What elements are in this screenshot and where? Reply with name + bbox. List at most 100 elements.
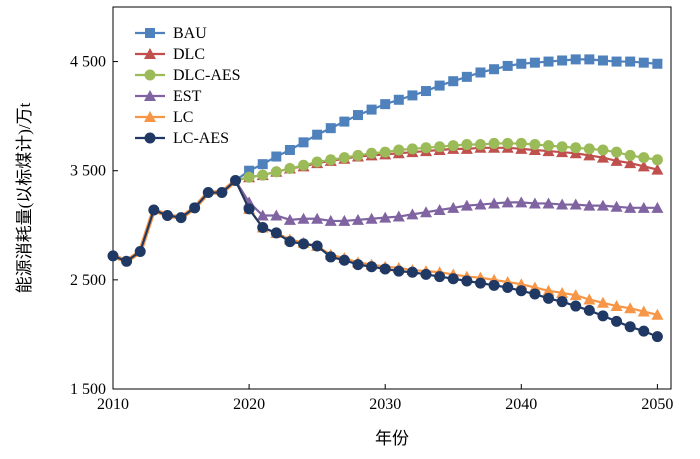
series-lc-aes-point [447, 273, 459, 285]
series-bau-point [516, 58, 527, 69]
legend-marker [145, 28, 155, 38]
x-tick-label: 2020 [233, 396, 265, 413]
series-dlc-aes-point [461, 139, 473, 151]
series-dlc-aes-point [420, 142, 432, 154]
series-lc-aes-point [529, 288, 541, 300]
series-dlc-aes-point [515, 137, 527, 149]
legend-marker [144, 69, 156, 81]
series-bau-point [584, 54, 595, 65]
series-bau-point [312, 129, 323, 140]
series-lc-aes-point [611, 315, 623, 327]
x-axis-title: 年份 [375, 429, 409, 448]
x-tick-label: 2010 [97, 396, 129, 413]
series-bau-point [257, 159, 268, 170]
series-dlc-aes-point [570, 142, 582, 154]
series-bau-point [339, 116, 350, 127]
series-dlc-point [637, 160, 650, 172]
series-lc-aes-point [257, 221, 269, 233]
series-lc-aes-point [243, 203, 255, 215]
series-est-point [460, 199, 473, 211]
series-bau-point [393, 94, 404, 105]
series-est-point [392, 210, 405, 222]
series-dlc-aes-point [529, 139, 541, 151]
series-est-point [324, 214, 337, 226]
series-est-point [420, 206, 433, 218]
series-bau-point [475, 67, 486, 78]
y-tick-label: 2 500 [70, 272, 106, 289]
historical-point [175, 212, 187, 224]
series-dlc-point [596, 151, 609, 163]
series-lc-point [569, 289, 582, 301]
series-bau-point [543, 56, 554, 67]
legend-marker [144, 90, 156, 101]
series-lc-aes-point [543, 292, 555, 304]
series-est-point [624, 201, 637, 213]
series-bau-point [366, 104, 377, 115]
historical-point [107, 250, 119, 262]
series-est-point [311, 212, 324, 224]
y-tick-label: 1 500 [70, 381, 106, 398]
series-lc-aes-point [461, 275, 473, 287]
series-lc-point [624, 302, 637, 314]
series-lc-point [596, 296, 609, 308]
series-lc-aes-point [488, 279, 500, 291]
series-bau-point [325, 123, 336, 134]
series-dlc-point [610, 154, 623, 166]
series-est-point [651, 201, 664, 213]
series-dlc-aes-point [638, 152, 650, 164]
series-dlc-aes-point [284, 163, 296, 175]
series-lc-aes-point [570, 300, 582, 312]
series-lc-aes-point [624, 321, 636, 333]
series-est-point [610, 200, 623, 212]
series-lc-aes-point [311, 240, 323, 252]
series-lc-point [542, 284, 555, 296]
series-lc-aes-point [366, 261, 378, 273]
series-lc-aes-point [325, 251, 337, 263]
series-est-point [515, 196, 528, 208]
series-bau-point [652, 58, 663, 69]
series-est-point [569, 198, 582, 210]
series-lc-aes-point [434, 271, 446, 283]
legend-label: BAU [173, 25, 207, 42]
series-lc-aes-point [556, 296, 568, 308]
series-bau-point [529, 57, 540, 68]
series-dlc-aes-point [583, 143, 595, 155]
series-lc-point [583, 293, 596, 305]
historical-point [121, 255, 133, 267]
series-dlc-point [583, 149, 596, 161]
series-bau-point [638, 57, 649, 68]
legend-label: LC-AES [173, 130, 229, 147]
historical-point [134, 245, 146, 257]
series-dlc-aes-point [611, 146, 623, 158]
series-est-point [528, 197, 541, 209]
series-dlc-aes-point [543, 140, 555, 152]
legend-marker [144, 132, 156, 144]
series-est-point [556, 198, 569, 210]
series-bau-point [448, 76, 459, 87]
series-bau-line [234, 58, 658, 182]
series-dlc-aes-point [434, 141, 446, 153]
series-lc-aes-point [420, 268, 432, 280]
series-dlc-aes-point [243, 171, 255, 183]
series-est-point [501, 196, 514, 208]
series-bau-point [557, 55, 568, 66]
series-lc-aes-point [474, 277, 486, 289]
series-est-point [596, 199, 609, 211]
series-lc-aes-point [597, 310, 609, 322]
series-dlc-aes-point [311, 156, 323, 168]
series-est-point [433, 204, 446, 216]
series-dlc-aes-point [488, 137, 500, 149]
series-est-point [447, 201, 460, 213]
series-dlc-point [651, 163, 664, 175]
x-tick-label: 2040 [505, 396, 537, 413]
series-dlc-aes-point [325, 154, 337, 166]
historical-point [216, 187, 228, 199]
series-lc-aes-point [651, 331, 663, 343]
legend-label: LC [173, 109, 193, 126]
series-dlc-aes-point [257, 169, 269, 181]
series-est-point [583, 199, 596, 211]
series-lc-aes-point [284, 236, 296, 248]
series-dlc-aes-point [624, 149, 636, 161]
